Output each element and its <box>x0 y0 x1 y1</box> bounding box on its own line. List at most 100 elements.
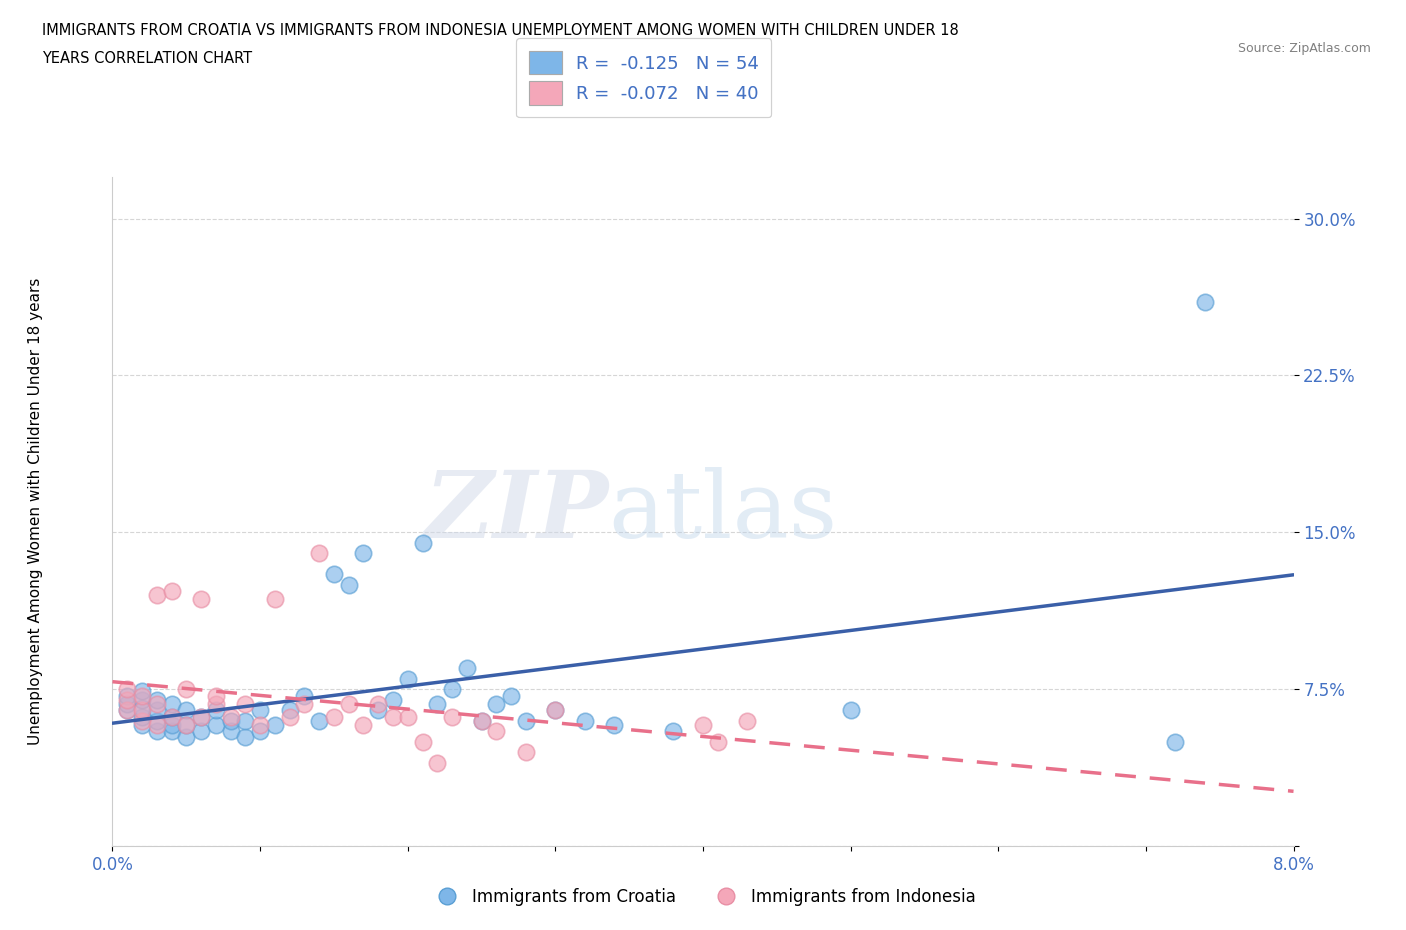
Point <box>146 692 169 708</box>
Point <box>174 718 197 733</box>
Point <box>249 718 271 733</box>
Legend: Immigrants from Croatia, Immigrants from Indonesia: Immigrants from Croatia, Immigrants from… <box>423 881 983 912</box>
Point <box>485 724 508 738</box>
Point <box>146 713 169 728</box>
Point <box>367 703 389 718</box>
Point <box>278 710 301 724</box>
Point <box>382 692 405 708</box>
Point <box>174 703 197 718</box>
Point <box>544 703 567 718</box>
Point <box>603 718 626 733</box>
Point <box>160 718 183 733</box>
Point <box>249 724 271 738</box>
Point <box>485 697 508 711</box>
Text: IMMIGRANTS FROM CROATIA VS IMMIGRANTS FROM INDONESIA UNEMPLOYMENT AMONG WOMEN WI: IMMIGRANTS FROM CROATIA VS IMMIGRANTS FR… <box>42 23 959 38</box>
Point <box>205 688 228 703</box>
Text: Source: ZipAtlas.com: Source: ZipAtlas.com <box>1237 42 1371 55</box>
Point <box>117 682 138 697</box>
Point <box>219 710 242 724</box>
Point <box>707 735 730 750</box>
Point <box>219 724 242 738</box>
Point <box>278 703 301 718</box>
Point <box>292 688 315 703</box>
Point <box>190 710 212 724</box>
Point <box>352 718 374 733</box>
Point <box>160 584 183 599</box>
Point <box>131 688 153 703</box>
Text: atlas: atlas <box>609 467 838 556</box>
Point <box>249 703 271 718</box>
Point <box>205 718 228 733</box>
Point <box>441 682 464 697</box>
Point <box>426 697 449 711</box>
Point <box>337 578 360 592</box>
Text: YEARS CORRELATION CHART: YEARS CORRELATION CHART <box>42 51 252 66</box>
Point <box>190 710 212 724</box>
Point <box>131 703 153 718</box>
Point <box>1194 295 1216 310</box>
Point <box>117 697 138 711</box>
Point <box>233 697 256 711</box>
Legend: R =  -0.125   N = 54, R =  -0.072   N = 40: R = -0.125 N = 54, R = -0.072 N = 40 <box>516 38 772 117</box>
Point <box>396 671 419 686</box>
Point <box>471 713 494 728</box>
Point <box>323 710 346 724</box>
Point <box>131 713 153 728</box>
Point <box>131 701 153 716</box>
Point <box>219 713 242 728</box>
Point <box>131 710 153 724</box>
Point <box>146 697 169 711</box>
Point <box>471 713 494 728</box>
Point <box>117 703 138 718</box>
Point <box>367 697 389 711</box>
Point <box>426 755 449 770</box>
Point <box>146 718 169 733</box>
Point <box>117 703 138 718</box>
Point <box>662 724 685 738</box>
Point <box>190 724 212 738</box>
Point <box>146 724 169 738</box>
Point <box>233 730 256 745</box>
Point <box>174 730 197 745</box>
Point <box>160 697 183 711</box>
Point <box>1164 735 1187 750</box>
Point <box>131 718 153 733</box>
Point <box>412 536 434 551</box>
Point <box>501 688 523 703</box>
Text: Unemployment Among Women with Children Under 18 years: Unemployment Among Women with Children U… <box>28 278 42 745</box>
Point <box>146 588 169 603</box>
Point <box>205 703 228 718</box>
Point <box>131 684 153 699</box>
Point <box>160 724 183 738</box>
Point <box>174 682 197 697</box>
Point <box>160 710 183 724</box>
Point <box>190 592 212 607</box>
Point <box>441 710 464 724</box>
Point <box>692 718 714 733</box>
Point <box>544 703 567 718</box>
Point <box>515 713 537 728</box>
Point <box>292 697 315 711</box>
Point <box>352 546 374 561</box>
Point <box>337 697 360 711</box>
Point <box>382 710 405 724</box>
Text: ZIP: ZIP <box>425 467 609 556</box>
Point <box>323 567 346 582</box>
Point <box>131 692 153 708</box>
Point <box>146 703 169 718</box>
Point <box>160 710 183 724</box>
Point <box>205 697 228 711</box>
Point <box>396 710 419 724</box>
Point <box>233 713 256 728</box>
Point <box>117 688 138 703</box>
Point <box>117 692 138 708</box>
Point <box>308 546 330 561</box>
Point <box>412 735 434 750</box>
Point <box>308 713 330 728</box>
Point <box>737 713 759 728</box>
Point <box>264 718 287 733</box>
Point <box>264 592 287 607</box>
Point <box>839 703 862 718</box>
Point <box>574 713 596 728</box>
Point <box>174 718 197 733</box>
